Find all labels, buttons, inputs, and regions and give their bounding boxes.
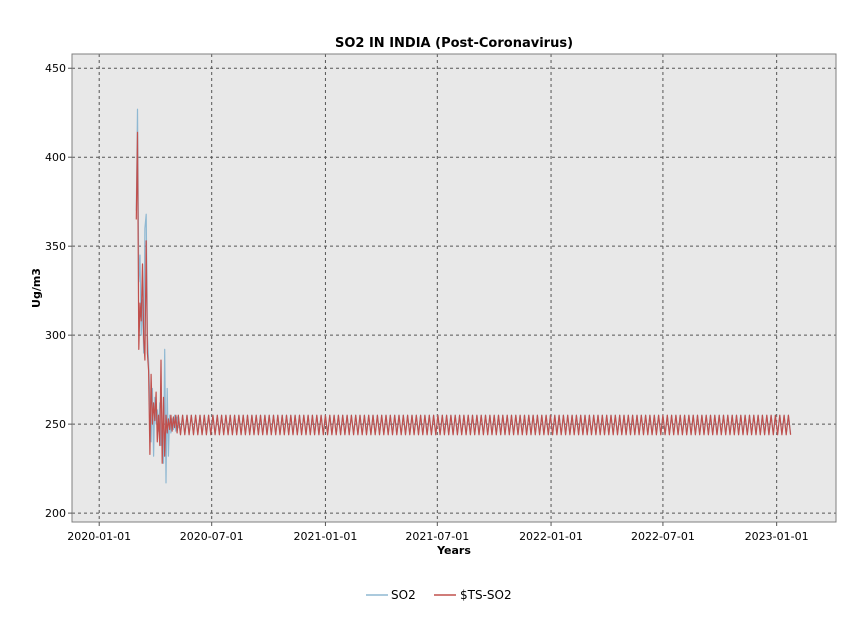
x-tick-label: 2021-07-01 — [405, 530, 469, 543]
x-tick-label: 2020-01-01 — [67, 530, 131, 543]
chart-title: SO2 IN INDIA (Post-Coronavirus) — [335, 36, 573, 51]
y-tick-label: 450 — [45, 62, 66, 75]
y-tick-label: 200 — [45, 507, 66, 520]
legend: SO2 $TS-SO2 — [366, 588, 512, 602]
legend-label-so2: SO2 — [391, 588, 416, 602]
x-tick-label: 2023-01-01 — [745, 530, 809, 543]
series-line-ts-so2 — [135, 131, 792, 464]
x-tick-label: 2022-01-01 — [519, 530, 583, 543]
x-tick-label: 2022-07-01 — [631, 530, 695, 543]
legend-label-ts-so2: $TS-SO2 — [460, 588, 512, 602]
plot-background — [72, 54, 836, 522]
y-tick-label: 350 — [45, 240, 66, 253]
y-tick-label: 400 — [45, 151, 66, 164]
y-tick-label: 250 — [45, 418, 66, 431]
y-axis-label: Ug/m3 — [30, 268, 43, 308]
y-tick-label: 300 — [45, 329, 66, 342]
x-tick-label: 2020-07-01 — [180, 530, 244, 543]
plot-frame — [71, 53, 837, 523]
x-tick-label: 2021-01-01 — [293, 530, 357, 543]
series-layer — [135, 108, 792, 484]
x-axis-label: Years — [436, 544, 471, 557]
axis-layer: 200 250 300 350 400 450 2020-01-01 2020-07-01 20… — [45, 62, 809, 543]
